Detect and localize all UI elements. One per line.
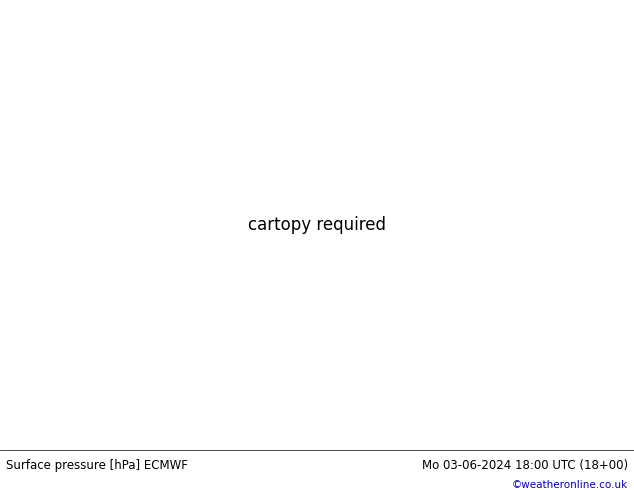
Text: Surface pressure [hPa] ECMWF: Surface pressure [hPa] ECMWF (6, 459, 188, 471)
Text: ©weatheronline.co.uk: ©weatheronline.co.uk (512, 480, 628, 490)
Text: cartopy required: cartopy required (248, 216, 386, 234)
Text: Mo 03-06-2024 18:00 UTC (18+00): Mo 03-06-2024 18:00 UTC (18+00) (422, 459, 628, 471)
